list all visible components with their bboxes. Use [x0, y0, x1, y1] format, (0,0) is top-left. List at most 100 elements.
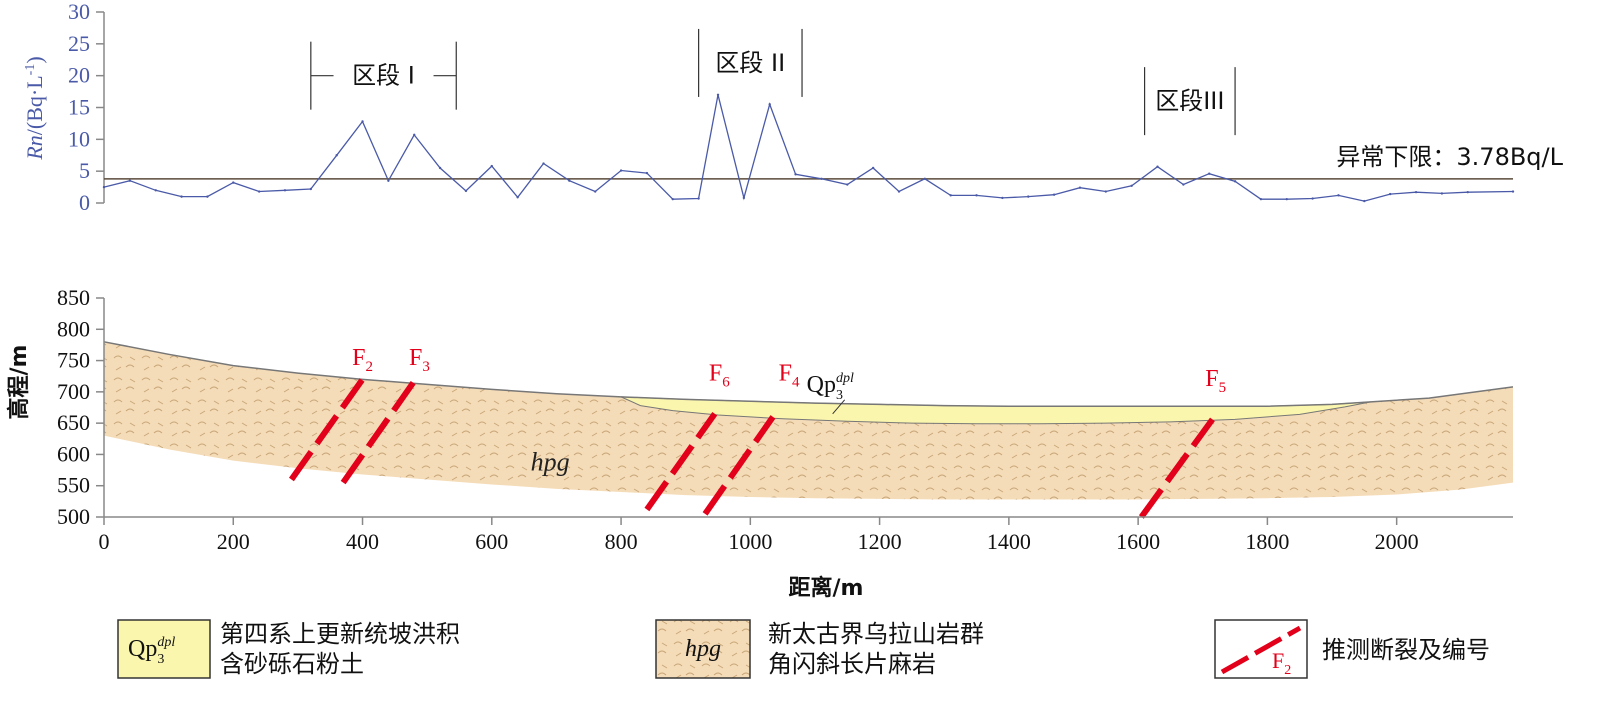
rn-data-point	[1311, 197, 1314, 200]
rn-data-point	[1001, 196, 1004, 200]
fault-label: F4	[779, 361, 800, 391]
rn-data-point	[846, 183, 849, 186]
profile-x-tick-label: 1600	[1116, 529, 1160, 554]
rn-data-point	[1363, 199, 1366, 203]
profile-x-tick-label: 1200	[858, 529, 902, 554]
rn-data-point	[820, 177, 823, 181]
faults: F2 F3 F6 F4 F5	[288, 345, 1226, 519]
profile-x-tick-label: 1000	[728, 529, 772, 554]
rn-data-point	[1511, 190, 1515, 193]
rn-y-tick-label: 0	[79, 190, 90, 215]
fault-line	[288, 377, 365, 482]
rn-data-point	[283, 189, 287, 192]
rn-y-tick-label: 30	[68, 0, 90, 24]
rn-y-tick-label: 20	[68, 63, 90, 88]
rn-data-point	[128, 179, 132, 182]
hpg-label: hpg	[531, 448, 570, 477]
rn-data-point	[897, 190, 901, 193]
rn-data-point	[1156, 165, 1159, 168]
rn-data-point	[464, 189, 468, 193]
rn-data-point	[1466, 190, 1469, 194]
profile-x-tick-label: 200	[217, 529, 250, 554]
profile-panel: F2 F3 F6 F4 F5 hpg Qp3dpl 500 550 600 650 700 750…	[6, 285, 1514, 601]
hpg-layer	[104, 341, 1513, 500]
profile-y-tick-label: 750	[57, 348, 90, 373]
profile-x-tick-label: 0	[99, 529, 110, 554]
profile-y-ticks: 500 550 600 650 700 750 800 850	[57, 285, 104, 529]
rn-data-point	[438, 166, 442, 170]
section-label: 区段 II	[715, 49, 785, 77]
profile-x-axis-title: 距离/m	[789, 575, 864, 601]
profile-y-tick-label: 700	[57, 379, 90, 404]
rn-data-point	[871, 166, 875, 170]
rn-data-point	[154, 189, 157, 192]
legend-hpg-line2: 角闪斜长片麻岩	[768, 650, 936, 678]
legend-fault-text: 推测断裂及编号	[1322, 636, 1490, 664]
rn-y-ticks: 0 5 10 15 20 25 30	[68, 0, 104, 215]
rn-data-point	[335, 154, 338, 157]
profile-x-tick-label: 800	[605, 529, 638, 554]
rn-points	[102, 93, 1515, 203]
rn-data-point	[309, 187, 313, 191]
legend-qp-line2: 含砂砾石粉土	[220, 650, 364, 678]
rn-data-point	[1259, 197, 1263, 201]
rn-data-point	[594, 190, 597, 193]
rn-data-point	[257, 190, 261, 193]
profile-x-tick-label: 2000	[1375, 529, 1419, 554]
rn-data-point	[794, 173, 797, 176]
profile-y-tick-label: 800	[57, 316, 90, 341]
rn-data-point	[568, 179, 571, 182]
legend-swatch-qp	[117, 619, 211, 679]
legend-item-qp: Qp3dpl 第四系上更新统坡洪积 含砂砾石粉土	[117, 619, 460, 679]
legend-fault-line	[1220, 625, 1302, 675]
profile-x-tick-label: 1800	[1245, 529, 1289, 554]
rn-data-point	[542, 162, 545, 165]
profile-y-tick-label: 500	[57, 504, 90, 529]
rn-series-line	[103, 94, 1514, 202]
rn-data-point	[232, 181, 235, 184]
fault-line	[340, 379, 417, 485]
profile-x-tick-label: 600	[475, 529, 508, 554]
rn-data-point	[742, 196, 746, 200]
legend: Qp3dpl 第四系上更新统坡洪积 含砂砾石粉土 hpg 新太古界乌拉山岩群 角…	[117, 619, 1490, 679]
section-annotations: 区段 I 区段 II 区段III	[310, 28, 1236, 136]
qp-label: Qp3dpl	[807, 371, 854, 415]
rn-data-point	[387, 179, 390, 182]
rn-data-point	[1052, 193, 1056, 196]
section-label: 区段 I	[352, 62, 415, 90]
rn-data-point	[180, 195, 183, 198]
profile-y-tick-label: 850	[57, 285, 90, 310]
legend-item-fault: F2 推测断裂及编号	[1214, 619, 1490, 679]
rn-data-point	[768, 103, 771, 106]
rn-data-point	[1440, 192, 1444, 195]
profile-x-tick-label: 1400	[987, 529, 1031, 554]
fault-label: F6	[709, 361, 730, 391]
rn-data-point	[645, 171, 649, 175]
fault-label: F5	[1205, 366, 1226, 396]
rn-data-point	[1388, 192, 1392, 196]
rn-panel: 0 5 10 15 20 25 30 Rn/(Bq·L-1) 异常下限：3.78Bq/L 区…	[22, 0, 1564, 215]
legend-item-hpg: hpg 新太古界乌拉山岩群 角闪斜长片麻岩	[655, 619, 984, 679]
rn-data-point	[490, 164, 493, 168]
rn-y-tick-label: 25	[68, 31, 90, 56]
rn-data-point	[923, 177, 927, 181]
fault-line	[702, 415, 776, 516]
rn-data-point	[206, 195, 209, 198]
profile-y-tick-label: 650	[57, 410, 90, 435]
profile-y-tick-label: 550	[57, 473, 90, 498]
profile-y-tick-label: 600	[57, 441, 90, 466]
rn-y-axis-title: Rn/(Bq·L-1)	[22, 56, 47, 160]
rn-y-tick-label: 15	[68, 95, 90, 120]
rn-data-point	[671, 197, 674, 201]
rn-data-point	[516, 196, 519, 199]
legend-swatch-hpg-text: hpg	[685, 636, 721, 662]
rn-data-point	[1337, 194, 1340, 197]
legend-swatch-hpg	[655, 619, 751, 679]
rn-y-tick-label: 5	[79, 158, 90, 183]
rn-data-point	[1182, 183, 1185, 186]
rn-data-point	[1233, 180, 1237, 183]
rn-data-point	[413, 133, 416, 137]
rn-data-point	[697, 197, 700, 200]
legend-fault-label: F2	[1272, 648, 1291, 678]
